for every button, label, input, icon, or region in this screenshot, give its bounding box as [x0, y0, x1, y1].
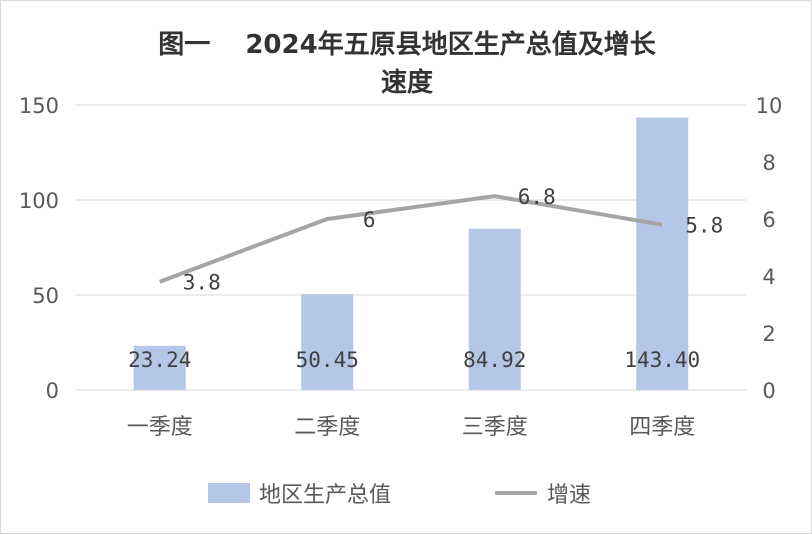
legend-line-label: 增速: [547, 483, 591, 508]
y-left-tick: 150: [19, 94, 59, 118]
y-left-tick: 0: [46, 379, 59, 403]
y-right-tick: 10: [756, 94, 783, 118]
legend-bar-swatch: [208, 483, 250, 503]
legend-bar-label: 地区生产总值: [259, 483, 391, 508]
line-series: [159, 194, 663, 284]
y-right-tick: 2: [762, 322, 775, 346]
bar: [468, 228, 521, 390]
x-tick: 三季度: [462, 415, 528, 440]
bar-data-label: 23.24: [128, 348, 191, 372]
y-right-tick: 8: [762, 151, 775, 175]
bar: [301, 294, 354, 390]
bar-data-label: 50.45: [296, 348, 359, 372]
bar-data-label: 84.92: [463, 348, 526, 372]
x-tick: 一季度: [127, 415, 193, 440]
x-tick: 四季度: [629, 415, 695, 440]
line-data-label: 6.8: [518, 185, 556, 209]
chart-title: 图一 2024年五原县地区生产总值及增长: [158, 29, 656, 60]
line-data-label: 6: [363, 208, 376, 232]
bar-data-label: 143.40: [624, 348, 700, 372]
bar: [133, 345, 186, 390]
line-data-label: 3.8: [183, 271, 221, 295]
x-tick: 二季度: [294, 415, 360, 440]
y-right-tick: 6: [762, 208, 775, 232]
chart-title-line2: 速度: [381, 67, 433, 98]
y-left-tick: 100: [19, 189, 59, 213]
line-data-label: 5.8: [685, 214, 723, 238]
y-right-tick: 4: [762, 265, 775, 289]
bar: [636, 117, 689, 390]
y-left-tick: 50: [32, 284, 59, 308]
y-right-tick: 0: [762, 379, 775, 403]
